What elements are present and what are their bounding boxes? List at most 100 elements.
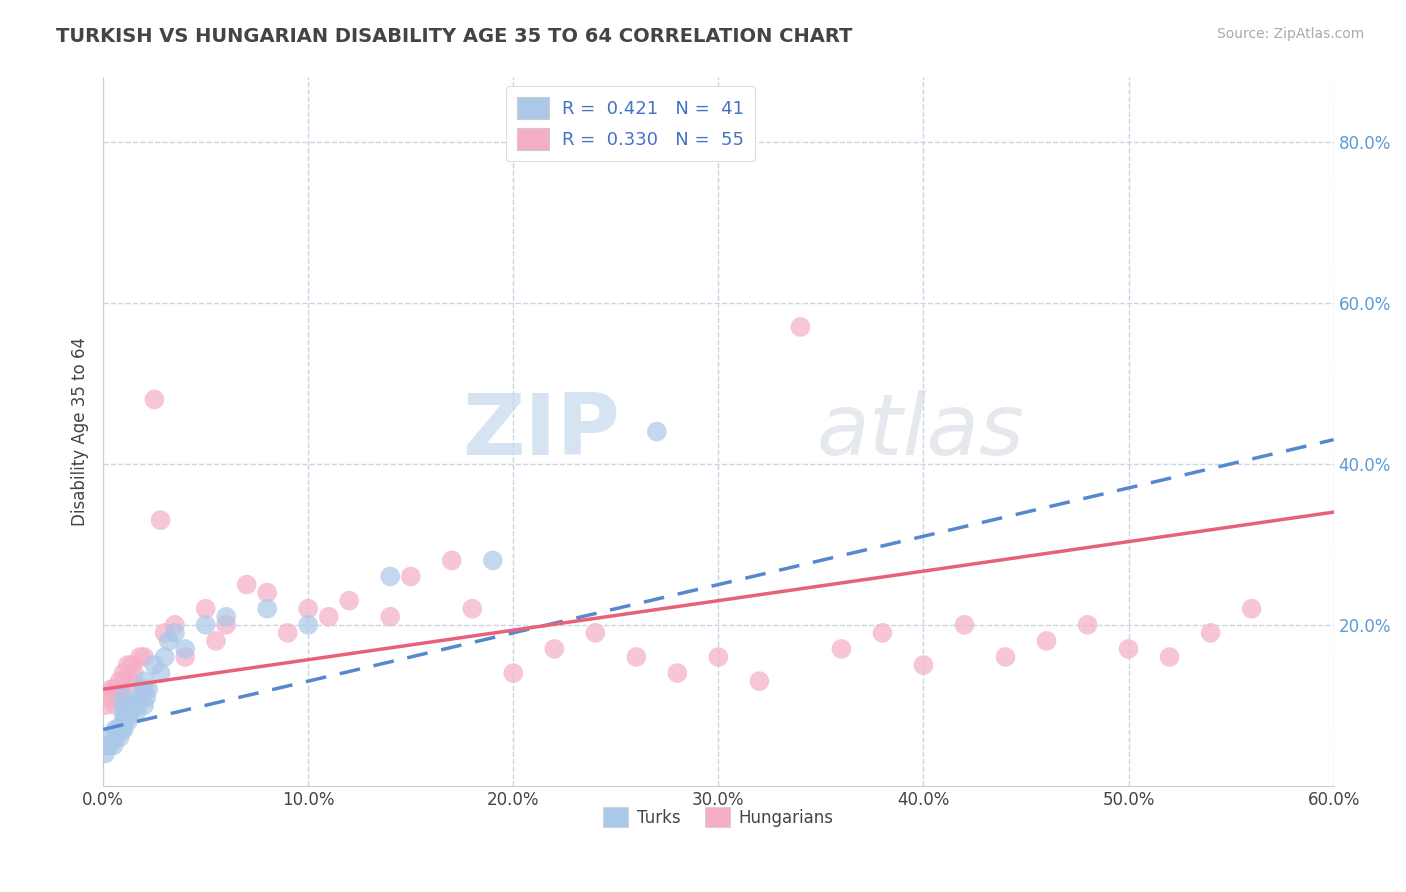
Point	[149, 666, 172, 681]
Point	[1240, 601, 1263, 615]
Point	[440, 553, 463, 567]
Point	[143, 392, 166, 407]
Point	[112, 698, 135, 713]
Point	[121, 698, 143, 713]
Point	[122, 698, 145, 713]
Point	[104, 723, 127, 737]
Text: atlas: atlas	[817, 390, 1025, 473]
Point	[129, 690, 152, 705]
Text: TURKISH VS HUNGARIAN DISABILITY AGE 35 TO 64 CORRELATION CHART: TURKISH VS HUNGARIAN DISABILITY AGE 35 T…	[56, 27, 852, 45]
Point	[194, 617, 217, 632]
Y-axis label: Disability Age 35 to 64: Disability Age 35 to 64	[72, 337, 89, 526]
Point	[337, 593, 360, 607]
Point	[134, 674, 156, 689]
Point	[1118, 642, 1140, 657]
Point	[666, 666, 689, 681]
Point	[149, 513, 172, 527]
Point	[789, 320, 811, 334]
Point	[125, 706, 148, 721]
Point	[94, 698, 117, 713]
Point	[297, 601, 319, 615]
Point	[583, 625, 606, 640]
Point	[104, 698, 127, 713]
Point	[707, 650, 730, 665]
Point	[103, 682, 125, 697]
Point	[194, 601, 217, 615]
Text: Source: ZipAtlas.com: Source: ZipAtlas.com	[1216, 27, 1364, 41]
Legend: Turks, Hungarians: Turks, Hungarians	[596, 800, 841, 834]
Point	[112, 690, 135, 705]
Point	[104, 731, 127, 745]
Point	[157, 633, 180, 648]
Point	[100, 731, 122, 745]
Point	[100, 682, 122, 697]
Point	[121, 658, 143, 673]
Point	[1076, 617, 1098, 632]
Point	[502, 666, 524, 681]
Point	[131, 682, 153, 697]
Point	[103, 739, 125, 753]
Point	[163, 617, 186, 632]
Point	[112, 714, 135, 729]
Point	[277, 625, 299, 640]
Point	[174, 650, 197, 665]
Point	[112, 674, 135, 689]
Point	[256, 601, 278, 615]
Point	[96, 690, 118, 705]
Point	[399, 569, 422, 583]
Point	[112, 706, 135, 721]
Point	[112, 666, 135, 681]
Point	[118, 706, 141, 721]
Point	[215, 609, 238, 624]
Point	[112, 690, 135, 705]
Point	[143, 658, 166, 673]
Point	[830, 642, 852, 657]
Point	[153, 625, 176, 640]
Point	[96, 739, 118, 753]
Point	[872, 625, 894, 640]
Point	[318, 609, 340, 624]
Point	[108, 674, 131, 689]
Point	[107, 690, 129, 705]
Point	[380, 609, 402, 624]
Point	[129, 650, 152, 665]
Point	[626, 650, 648, 665]
Point	[481, 553, 503, 567]
Point	[134, 650, 156, 665]
Point	[1159, 650, 1181, 665]
Text: ZIP: ZIP	[463, 390, 620, 473]
Point	[953, 617, 976, 632]
Point	[163, 625, 186, 640]
Point	[112, 714, 135, 729]
Point	[117, 658, 139, 673]
Point	[122, 666, 145, 681]
Point	[543, 642, 565, 657]
Point	[118, 674, 141, 689]
Point	[110, 723, 132, 737]
Point	[297, 617, 319, 632]
Point	[380, 569, 402, 583]
Point	[153, 650, 176, 665]
Point	[107, 723, 129, 737]
Point	[134, 682, 156, 697]
Point	[645, 425, 668, 439]
Point	[1035, 633, 1057, 648]
Point	[98, 739, 121, 753]
Point	[461, 601, 484, 615]
Point	[174, 642, 197, 657]
Point	[256, 585, 278, 599]
Point	[235, 577, 257, 591]
Point	[215, 617, 238, 632]
Point	[117, 714, 139, 729]
Point	[994, 650, 1017, 665]
Point	[912, 658, 935, 673]
Point	[110, 682, 132, 697]
Point	[748, 674, 770, 689]
Point	[94, 747, 117, 761]
Point	[1199, 625, 1222, 640]
Point	[136, 682, 159, 697]
Point	[134, 698, 156, 713]
Point	[108, 731, 131, 745]
Point	[127, 698, 149, 713]
Point	[205, 633, 228, 648]
